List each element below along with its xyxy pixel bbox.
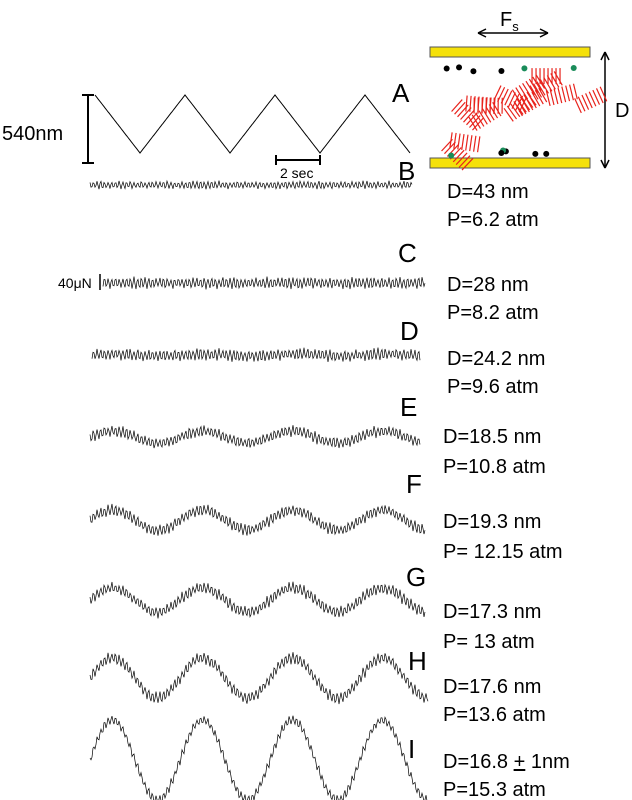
gap-value: D=16.8 + 1nm — [443, 751, 570, 773]
gap-value: D=43 nm — [447, 181, 529, 203]
force-trace — [103, 277, 425, 290]
gap-value: D=17.3 nm — [443, 601, 541, 623]
force-trace — [90, 425, 420, 448]
amplitude-scale-label: 540nm — [2, 123, 63, 145]
pressure-value: P=8.2 atm — [447, 302, 539, 324]
head-group — [456, 64, 462, 70]
head-group — [498, 68, 504, 74]
panel-letter: I — [408, 734, 415, 764]
gap-value: D=24.2 nm — [447, 348, 545, 370]
panel-letter: H — [408, 646, 427, 676]
force-trace — [92, 348, 420, 362]
gap-value: D=17.6 nm — [443, 676, 541, 698]
panel-letter: B — [398, 156, 415, 186]
pressure-value: P=9.6 atm — [447, 376, 539, 398]
pressure-value: P= 13 atm — [443, 631, 535, 653]
head-group — [571, 65, 577, 71]
gap-label: D — [615, 100, 629, 122]
head-group — [444, 65, 450, 71]
panel-letter: E — [400, 392, 417, 422]
bottom-plate — [430, 158, 590, 168]
gap-value: D=28 nm — [447, 274, 529, 296]
plus-minus: + — [514, 751, 526, 773]
gap-prefix: D=16.8 — [443, 751, 514, 773]
head-group — [470, 68, 476, 74]
pressure-value: P=15.3 atm — [443, 779, 546, 800]
pressure-value: P=6.2 atm — [447, 209, 539, 231]
panel-letter: A — [392, 78, 410, 108]
force-scale-label: 40μN — [58, 275, 92, 291]
force-trace — [90, 504, 425, 536]
schematic: Fs D — [430, 9, 629, 170]
pressure-value: P=13.6 atm — [443, 704, 546, 726]
gap-suffix: 1nm — [525, 751, 569, 773]
head-group — [532, 151, 538, 157]
top-plate — [430, 47, 590, 57]
pressure-value: P= 12.15 atm — [443, 541, 563, 563]
force-trace — [90, 181, 412, 190]
panel-letter: G — [406, 562, 426, 592]
head-group — [448, 153, 454, 159]
panel-letter: C — [398, 238, 417, 268]
lipid-brush — [546, 84, 577, 106]
force-label: Fs — [500, 9, 519, 34]
head-group — [543, 151, 549, 157]
drive-trace — [95, 95, 410, 153]
force-trace — [90, 582, 425, 619]
gap-value: D=18.5 nm — [443, 426, 541, 448]
lipid-brush — [575, 87, 607, 113]
figure: 540nm 2 sec 40μN Fs D A B D=43 nm P=6.2 atm… — [0, 0, 632, 800]
force-trace — [90, 716, 428, 800]
force-trace — [90, 652, 428, 704]
time-scale-label: 2 sec — [280, 165, 313, 181]
head-group — [521, 65, 527, 71]
panel-letter: D — [400, 316, 419, 346]
head-group — [498, 150, 504, 156]
panel-letter: F — [406, 469, 422, 499]
pressure-value: P=10.8 atm — [443, 456, 546, 478]
gap-value: D=19.3 nm — [443, 511, 541, 533]
lipid-brush — [530, 71, 562, 99]
